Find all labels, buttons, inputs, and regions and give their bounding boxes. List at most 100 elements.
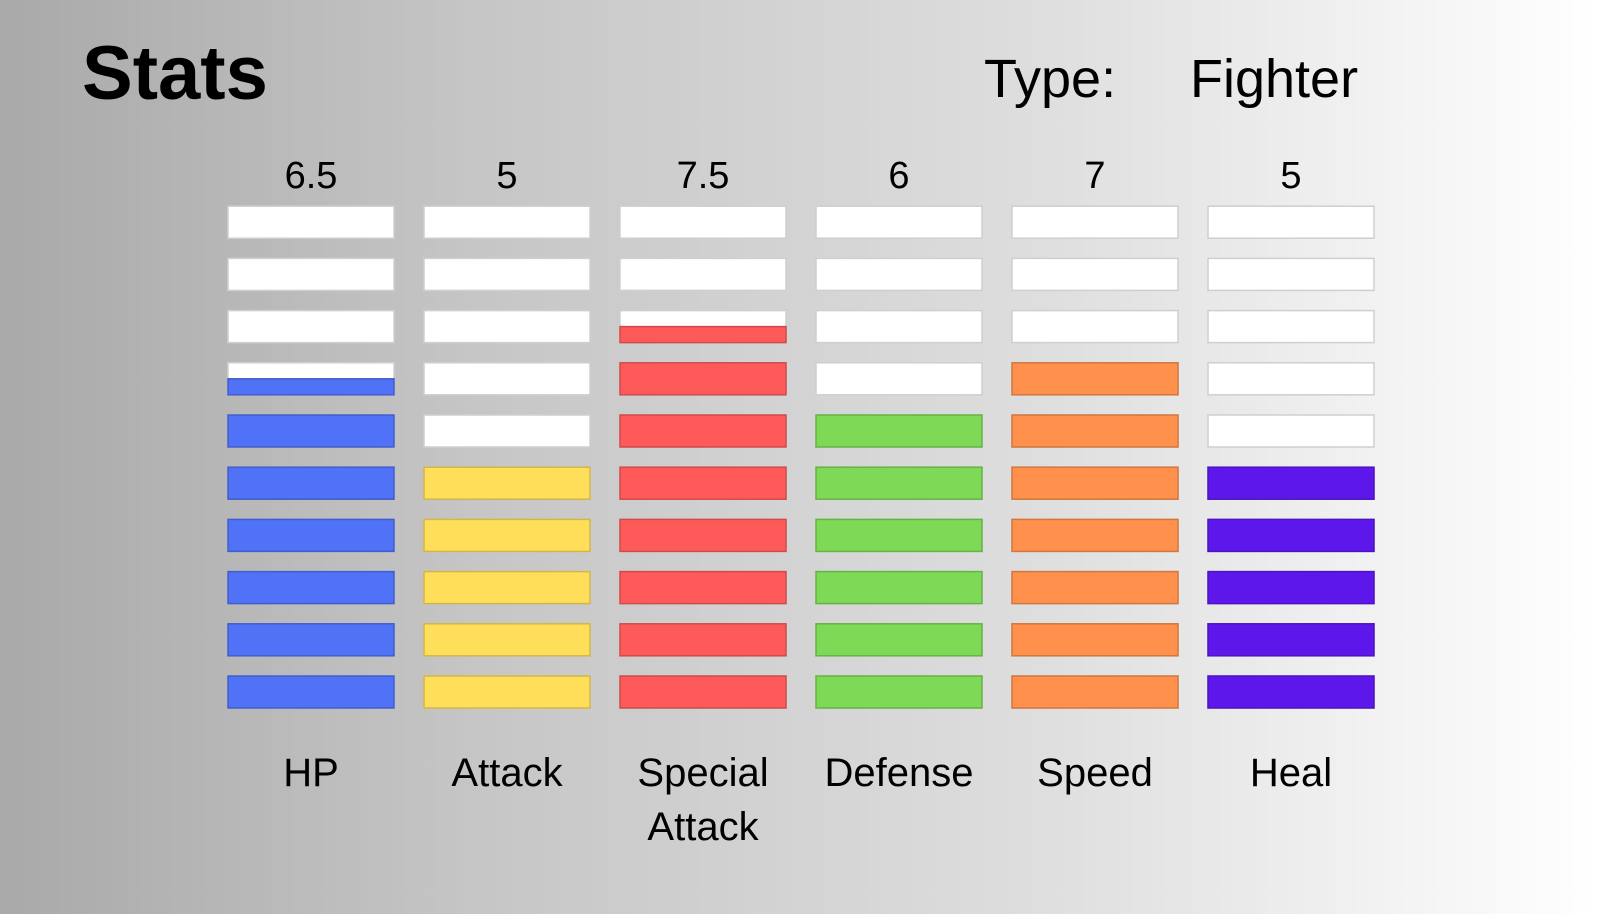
stat-segment-fill [619, 623, 787, 657]
stat-segment [619, 518, 787, 553]
stat-segment-fill [227, 414, 395, 448]
stat-segment [227, 257, 395, 292]
stat-segment [1207, 466, 1375, 500]
stat-segment-fill [1207, 623, 1375, 657]
stat-segment-fill [423, 623, 591, 657]
stat-column-speed: 7 Speed [1011, 155, 1179, 795]
stat-segment-fill [227, 466, 395, 500]
stat-segment [815, 623, 983, 657]
stat-segment-fill [227, 570, 395, 605]
type-value: Fighter [1190, 49, 1359, 109]
stat-segment [423, 466, 591, 500]
stat-segment [815, 257, 983, 292]
stat-segment-fill [619, 466, 787, 500]
stat-segment [1207, 362, 1375, 396]
stat-segment [815, 675, 983, 709]
stat-segment [423, 675, 591, 709]
stat-segment [1207, 414, 1375, 448]
category-label: Special [637, 751, 768, 795]
stat-segment [423, 362, 591, 396]
stat-segment [1011, 518, 1179, 553]
stat-segment [227, 362, 395, 396]
stat-segment-fill [619, 518, 787, 553]
stat-segment [227, 205, 395, 239]
value-label: 5 [1280, 155, 1301, 197]
stat-segment [1011, 623, 1179, 657]
stat-segment [227, 414, 395, 448]
stat-segment-fill [1207, 570, 1375, 605]
stat-segment [815, 466, 983, 500]
stat-segment [1207, 518, 1375, 553]
stat-segment [227, 675, 395, 709]
stat-segment-fill [815, 675, 983, 709]
stat-segment-fill [1011, 362, 1179, 396]
stat-segment-fill [619, 675, 787, 709]
stat-segment [815, 205, 983, 239]
stat-segment-fill [1011, 570, 1179, 605]
stat-segment [227, 309, 395, 344]
category-label: Attack [647, 805, 759, 849]
stat-segment [423, 623, 591, 657]
stat-segment [815, 362, 983, 396]
stat-segment-fill [1011, 518, 1179, 553]
stat-segment-fill [815, 414, 983, 448]
stat-segment-fill [423, 466, 591, 500]
stat-segment [619, 309, 787, 344]
stat-segment [1011, 309, 1179, 344]
stat-segment [1207, 623, 1375, 657]
stat-segment-fill [423, 518, 591, 553]
stat-segment [815, 309, 983, 344]
stat-segment-fill [423, 675, 591, 709]
stat-segment-fill [1011, 675, 1179, 709]
stat-segment [227, 570, 395, 605]
stat-segment-fill [423, 570, 591, 605]
stat-segment [619, 675, 787, 709]
stat-segment [1207, 257, 1375, 292]
stat-segment [619, 466, 787, 500]
stat-segment-fill [619, 325, 787, 344]
stat-segment [1011, 205, 1179, 239]
stat-column-defense: 6 Defense [815, 155, 983, 795]
stat-segment-fill [815, 518, 983, 553]
stat-segment [619, 623, 787, 657]
stat-segment [1207, 309, 1375, 344]
stat-segment [619, 414, 787, 448]
stat-segment [815, 570, 983, 605]
stat-segment [1207, 675, 1375, 709]
value-label: 7 [1084, 155, 1105, 197]
stat-segment [1011, 466, 1179, 500]
stat-segment-fill [1207, 518, 1375, 553]
stat-segment [1011, 257, 1179, 292]
stat-column-attack: 5 Attack [423, 155, 591, 795]
stat-segment-fill [815, 466, 983, 500]
stat-segment-fill [1011, 414, 1179, 448]
stat-segment [1207, 570, 1375, 605]
category-label: Defense [825, 751, 974, 795]
stat-segment [1011, 570, 1179, 605]
stat-segment [815, 414, 983, 448]
category-label: Speed [1037, 751, 1153, 795]
stat-segment [619, 570, 787, 605]
stat-segment [227, 623, 395, 657]
stat-column-hp: 6.5 HP [227, 155, 395, 795]
stat-segment [423, 257, 591, 292]
stat-segment-fill [619, 570, 787, 605]
stat-segment [1011, 675, 1179, 709]
stat-segment [227, 466, 395, 500]
value-label: 6.5 [285, 155, 338, 197]
stat-segment [1011, 362, 1179, 396]
stat-segment [815, 518, 983, 553]
stat-segment-fill [227, 518, 395, 553]
stat-segment-fill [1207, 675, 1375, 709]
type-label: Type: [984, 49, 1117, 109]
value-label: 5 [496, 155, 517, 197]
value-label: 7.5 [677, 155, 730, 197]
stat-segment [1011, 414, 1179, 448]
stat-segment-fill [1207, 466, 1375, 500]
stat-column-special-attack: 7.5 Special Attack [619, 155, 787, 849]
stat-segment [227, 518, 395, 553]
stat-segment [423, 570, 591, 605]
stat-segment [423, 309, 591, 344]
stat-segment [619, 205, 787, 239]
category-label: Attack [451, 751, 563, 795]
